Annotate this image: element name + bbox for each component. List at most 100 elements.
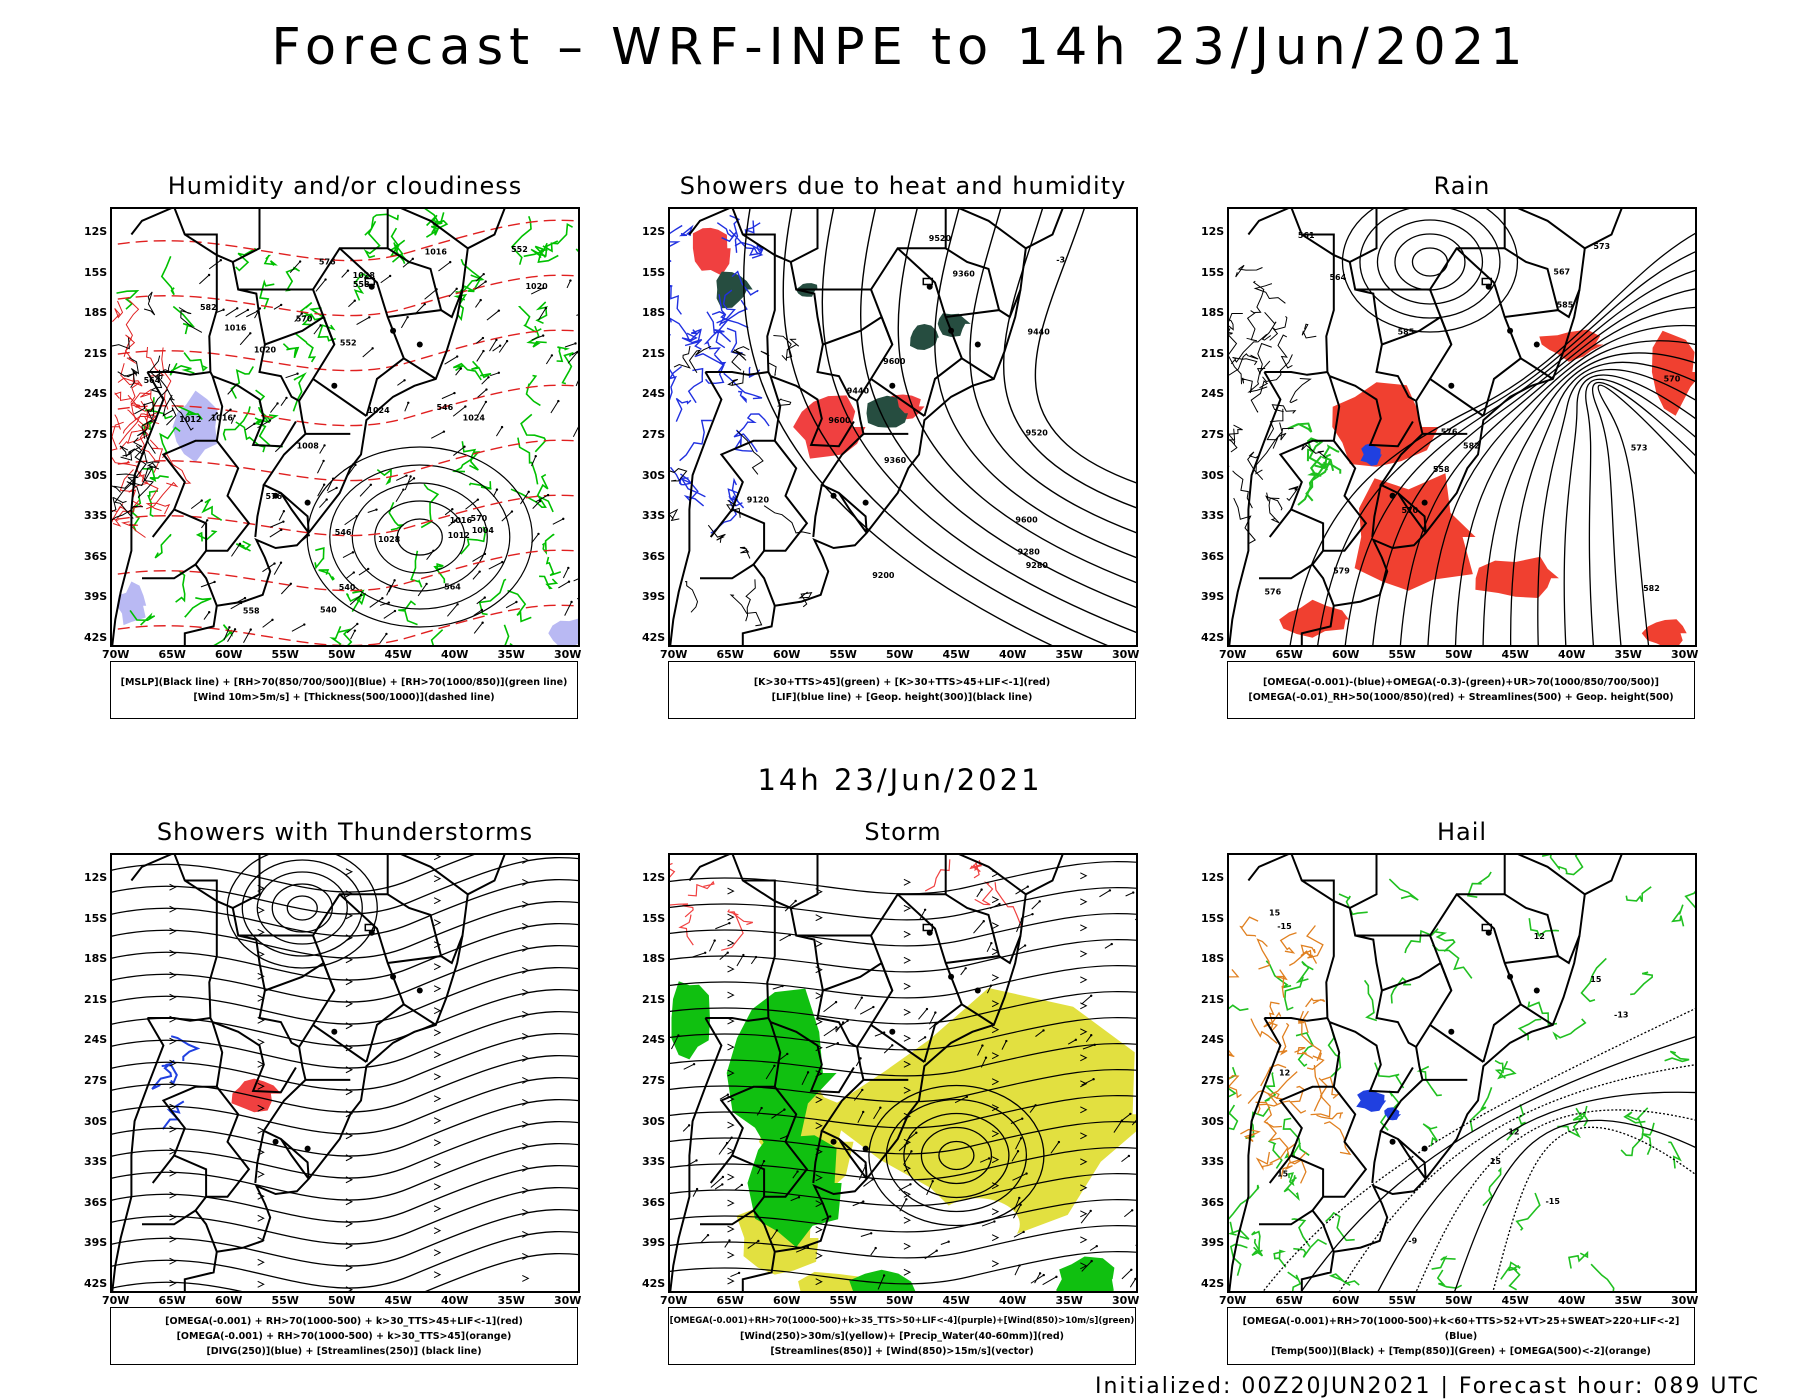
contour-label: 1004 — [472, 526, 495, 535]
lat-tick-label: 24S — [84, 387, 108, 401]
lon-tick-label: 55W — [829, 1294, 857, 1307]
contour-label: 558 — [353, 280, 370, 289]
lon-tick-label: 65W — [1275, 648, 1303, 661]
map-canvas: 1016 1016 1016 1012 1020 1020 1024 1024 1028 1028… — [110, 207, 580, 647]
lon-tick-label: 30W — [554, 1294, 582, 1307]
lon-tick-label: 40W — [441, 1294, 469, 1307]
contour-label: 561 — [1298, 231, 1315, 240]
contour-label: 576 — [1264, 587, 1281, 596]
lat-tick-label: 30S — [1201, 1114, 1225, 1128]
contour-label: 9440 — [847, 387, 870, 396]
legend-line: [MSLP](Black line) + [RH>70(850/700/500)… — [120, 677, 568, 688]
lat-tick-label: 30S — [84, 1114, 108, 1128]
lon-tick-label: 50W — [1445, 648, 1473, 661]
lat-tick-label: 18S — [642, 952, 666, 966]
map-canvas — [668, 853, 1138, 1293]
lon-tick-label: 70W — [660, 1294, 688, 1307]
contour-label: 540 — [320, 606, 337, 615]
contour-label: 1012 — [179, 415, 201, 424]
lon-tick-label: 55W — [1388, 648, 1416, 661]
contour-label: 546 — [335, 528, 352, 537]
lat-tick-label: 33S — [84, 509, 108, 523]
contour-label: 12 — [1279, 1069, 1290, 1078]
contour-label: 15 — [1490, 1157, 1502, 1166]
lon-tick-label: 55W — [1388, 1294, 1416, 1307]
lat-tick-label: 21S — [84, 346, 108, 360]
contour-label: 1028 — [353, 271, 376, 280]
contour-label: 576 — [319, 257, 336, 266]
lat-tick-label: 12S — [1201, 871, 1225, 884]
contour-label: 540 — [339, 583, 356, 592]
legend-line: [OMEGA(-0.001)+RH>70(1000-500)+k<60+TTS>… — [1242, 1315, 1680, 1342]
panel-rain: Rain — [1227, 172, 1697, 732]
lon-tick-label: 70W — [102, 648, 130, 661]
panel-title: Humidity and/or cloudiness — [167, 172, 523, 200]
lat-tick-label: 15S — [1201, 265, 1225, 279]
map-canvas: 585 585 582 582 579 576 573 570 567 576 564 561 558 5… — [1227, 207, 1697, 647]
lat-tick-label: 39S — [84, 1236, 108, 1250]
lon-tick-label: 50W — [886, 648, 914, 661]
lon-tick-label: 60W — [215, 648, 243, 661]
legend-line: [Wind 10m>5m/s] + [Thickness(500/1000)](… — [193, 692, 495, 703]
lat-tick-label: 30S — [84, 468, 108, 482]
contour-label: 570 — [471, 514, 488, 523]
lat-tick-label: 42S — [1201, 1277, 1225, 1290]
lat-tick-label: 24S — [642, 387, 666, 401]
contour-label: 15 — [1590, 975, 1602, 984]
lon-tick-label: 35W — [1614, 1294, 1642, 1307]
lat-tick-label: 36S — [84, 1195, 108, 1209]
lon-tick-label: 30W — [1112, 648, 1140, 661]
panel-title: Showers with Thunderstorms — [156, 818, 534, 846]
contour-label: -15 — [1545, 1197, 1560, 1206]
legend-line: [DIVG(250)](blue) + [Streamlines(250)] (… — [206, 1345, 482, 1357]
lon-tick-label: 40W — [1558, 1294, 1586, 1307]
lon-tick-label: 45W — [1501, 1294, 1529, 1307]
lat-tick-label: 15S — [84, 911, 108, 925]
contour-label: 570 — [1402, 506, 1419, 515]
lon-tick-label: 40W — [1558, 648, 1586, 661]
contour-label: 9520 — [929, 234, 952, 243]
lon-tick-label: 30W — [1671, 1294, 1699, 1307]
lat-tick-label: 33S — [1201, 509, 1225, 523]
legend-line: [LIF](blue line) + [Geop. height(300)](b… — [771, 692, 1033, 703]
lon-tick-label: 50W — [328, 648, 356, 661]
lat-tick-label: 36S — [642, 549, 666, 563]
lat-tick-label: 24S — [1201, 387, 1225, 401]
contour-label: 564 — [144, 376, 161, 385]
legend-showers: [K>30+TTS>45](green) + [K>30+TTS>45+LIF<… — [668, 661, 1136, 719]
lat-tick-label: 30S — [642, 468, 666, 482]
map-canvas — [110, 853, 580, 1293]
lat-tick-label: 36S — [642, 1195, 666, 1209]
contour-label: 1016 — [450, 516, 473, 525]
lon-tick-label: 70W — [102, 1294, 130, 1307]
lat-tick-label: 42S — [642, 1277, 666, 1290]
map-humidity: 1016 1016 1016 1012 1020 1020 1024 1024 1028 1028… — [110, 207, 580, 647]
contour-label: 582 — [1643, 584, 1660, 593]
lat-tick-label: 21S — [1201, 346, 1225, 360]
contour-label: 1024 — [367, 406, 390, 415]
lon-tick-label: 70W — [1219, 1294, 1247, 1307]
contour-label: 582 — [1463, 442, 1480, 451]
panel-title: Showers due to heat and humidity — [679, 172, 1127, 200]
lon-tick-label: 45W — [942, 1294, 970, 1307]
footer-init-info: Initialized: 00Z20JUN2021 | Forecast hou… — [1094, 1374, 1760, 1399]
lon-tick-label: 30W — [1671, 648, 1699, 661]
lat-tick-label: 42S — [84, 1277, 108, 1290]
lon-tick-label: 60W — [215, 1294, 243, 1307]
contour-label: 1008 — [297, 442, 320, 451]
panel-title: Storm — [864, 818, 942, 846]
map-canvas: 9600 9600 9600 9520 9520 9440 9440 9360 9360 9280… — [668, 207, 1138, 647]
contour-label: 1028 — [378, 535, 401, 544]
lon-tick-label: 65W — [158, 1294, 186, 1307]
contour-label: 564 — [1329, 273, 1346, 282]
lon-tick-label: 60W — [1332, 1294, 1360, 1307]
contour-label: 9600 — [883, 357, 906, 366]
contour-label: 576 — [1441, 428, 1458, 437]
lon-tick-label: 60W — [1332, 648, 1360, 661]
lon-tick-label: 60W — [773, 648, 801, 661]
contour-label: 585 — [1398, 328, 1415, 337]
legend-line: [OMEGA(-0.001) + RH>70(1000-500) + k>30_… — [176, 1330, 512, 1342]
contour-label: 1020 — [525, 282, 548, 291]
lat-tick-label: 39S — [642, 1236, 666, 1250]
lat-tick-label: 42S — [642, 631, 666, 644]
